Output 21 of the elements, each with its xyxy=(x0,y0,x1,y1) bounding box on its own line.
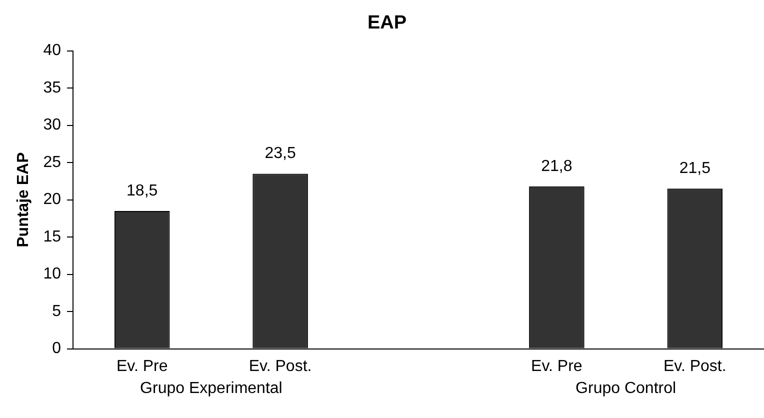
data-label: 18,5 xyxy=(126,182,158,200)
x-tick-label: Ev. Pre xyxy=(531,358,582,375)
y-tick-label: 10 xyxy=(43,266,62,283)
y-tick-label: 40 xyxy=(43,42,62,60)
y-axis-title: Puntaje EAP xyxy=(15,152,32,248)
data-label: 21,8 xyxy=(541,158,572,175)
x-tick-label: Ev. Post. xyxy=(663,358,726,375)
y-tick-label: 25 xyxy=(43,154,62,171)
chart-title: EAP xyxy=(367,12,407,34)
y-tick-label: 5 xyxy=(52,302,62,320)
x-tick-label: Ev. Pre xyxy=(116,358,168,375)
y-tick-label: 0 xyxy=(52,340,62,358)
x-tick-label: Ev. Post. xyxy=(248,358,312,375)
text: Grupo Experimental xyxy=(140,380,282,398)
text: Grupo Control xyxy=(576,380,676,398)
data-label: 23,5 xyxy=(264,145,296,162)
y-tick-label: 30 xyxy=(43,116,62,134)
y-tick-label: 20 xyxy=(43,191,62,208)
y-tick-label: 15 xyxy=(43,228,62,246)
data-label: 21,5 xyxy=(679,160,711,178)
y-tick-label: 35 xyxy=(43,79,62,96)
